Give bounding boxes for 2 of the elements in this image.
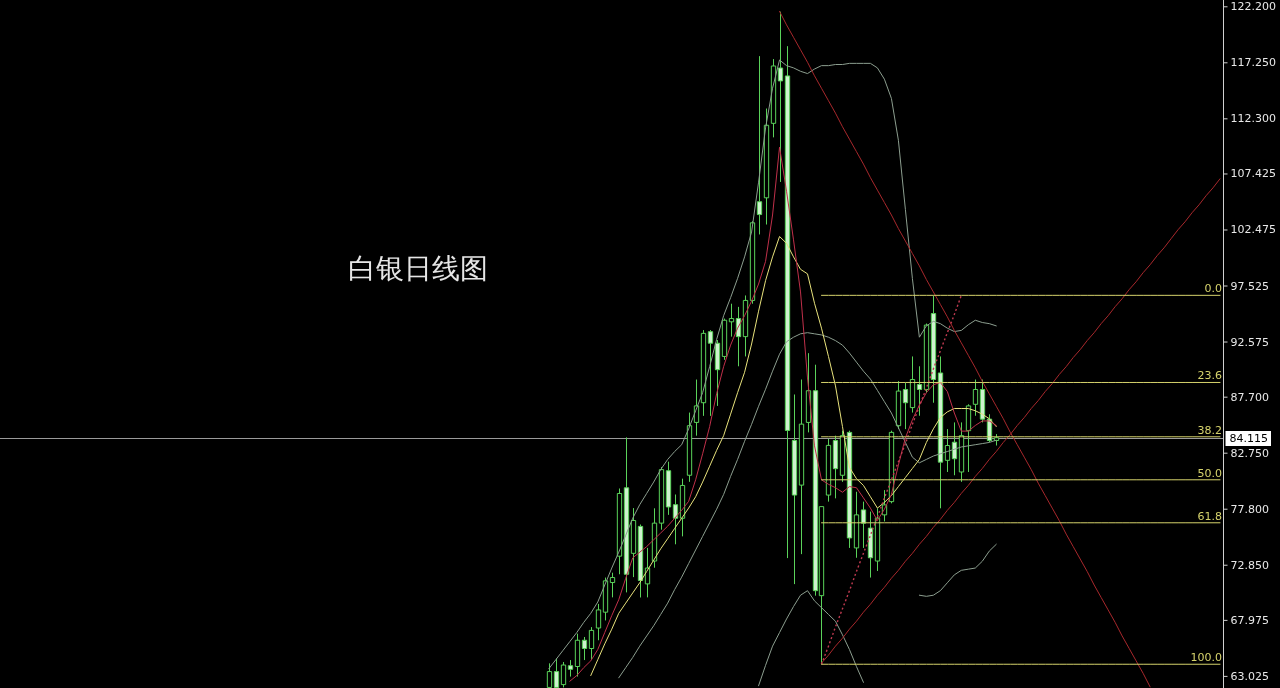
ref-line-label: 84.115 xyxy=(1229,432,1268,445)
title: 白银日线图 xyxy=(348,251,488,285)
